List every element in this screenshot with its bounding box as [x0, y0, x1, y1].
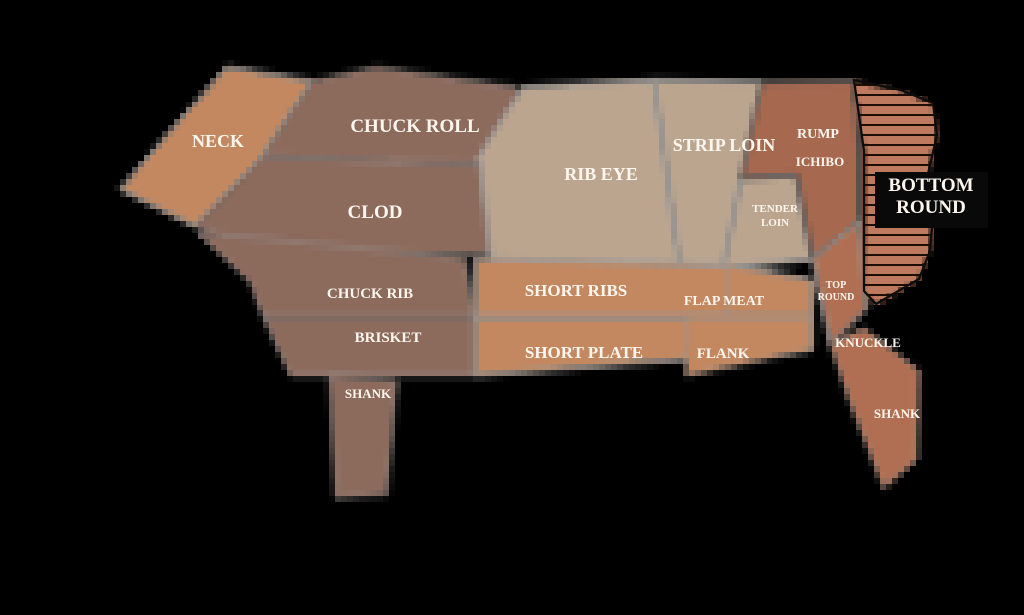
svg-text:CLOD: CLOD [348, 202, 403, 223]
svg-text:BRISKET: BRISKET [355, 330, 422, 346]
svg-text:LOIN: LOIN [761, 217, 789, 229]
svg-text:SHANK: SHANK [874, 406, 921, 421]
svg-text:SHORT PLATE: SHORT PLATE [525, 343, 643, 362]
svg-text:FLANK: FLANK [697, 346, 750, 362]
svg-text:SHORT RIBS: SHORT RIBS [525, 281, 628, 300]
svg-text:STRIP LOIN: STRIP LOIN [673, 135, 776, 155]
svg-text:CHUCK RIB: CHUCK RIB [327, 286, 413, 302]
svg-text:ROUND: ROUND [896, 197, 966, 218]
svg-text:SHANK: SHANK [345, 386, 392, 401]
svg-text:CHUCK ROLL: CHUCK ROLL [350, 116, 479, 137]
svg-text:NECK: NECK [192, 131, 244, 151]
svg-text:RIB EYE: RIB EYE [564, 164, 638, 184]
svg-text:FLAP MEAT: FLAP MEAT [684, 294, 765, 309]
svg-text:TOP: TOP [826, 280, 846, 291]
svg-text:KNUCKLE: KNUCKLE [835, 335, 901, 350]
svg-text:TENDER: TENDER [752, 203, 799, 215]
svg-text:RUMP: RUMP [797, 127, 839, 142]
svg-text:ICHIBO: ICHIBO [796, 154, 844, 169]
svg-text:ROUND: ROUND [818, 292, 855, 303]
svg-text:BOTTOM: BOTTOM [888, 175, 973, 196]
